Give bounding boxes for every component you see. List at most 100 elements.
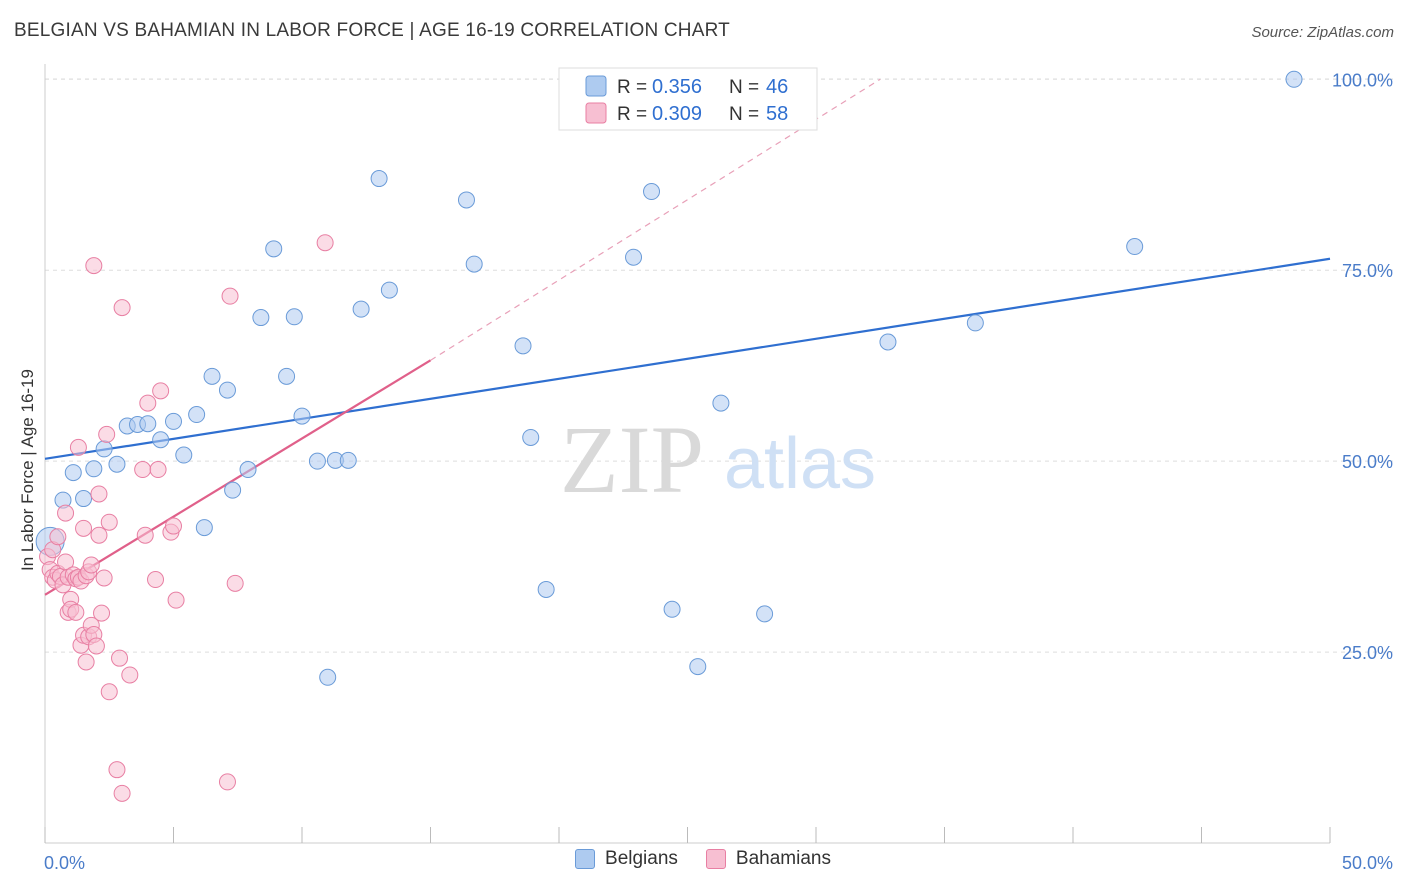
point-belgians-21 xyxy=(278,367,296,385)
point-belgians-9 xyxy=(139,415,157,433)
point-belgians-36 xyxy=(625,248,643,266)
point-belgians-17 xyxy=(224,481,242,499)
point-bahamians-43 xyxy=(113,299,131,317)
axes xyxy=(44,64,1331,844)
legend-item-bahamians[interactable]: Bahamians xyxy=(705,848,831,870)
legend-n-label-bahamians: N = xyxy=(729,104,759,125)
point-belgians-37 xyxy=(643,183,661,201)
watermark: ZIP atlas xyxy=(560,406,876,513)
data-points xyxy=(35,70,1303,802)
point-belgians-12 xyxy=(175,446,193,464)
point-belgians-31 xyxy=(457,191,475,209)
point-bahamians-5 xyxy=(49,528,67,546)
point-bahamians-53 xyxy=(167,591,185,609)
point-belgians-28 xyxy=(352,300,370,318)
point-belgians-38 xyxy=(663,600,681,618)
x-tick-label-1: 50.0% xyxy=(1342,853,1393,873)
gridlines xyxy=(45,78,1395,653)
point-bahamians-36 xyxy=(95,569,113,587)
point-belgians-42 xyxy=(879,333,897,351)
point-belgians-45 xyxy=(1285,70,1303,88)
legend-label-bahamians: Bahamians xyxy=(735,848,831,869)
legend-label-belgians: Belgians xyxy=(605,848,678,869)
point-bahamians-31 xyxy=(85,257,103,275)
point-bahamians-39 xyxy=(100,513,118,531)
point-bahamians-32 xyxy=(87,637,105,655)
point-belgians-40 xyxy=(712,394,730,412)
point-bahamians-46 xyxy=(136,526,154,544)
point-bahamians-24 xyxy=(77,653,95,671)
point-bahamians-18 xyxy=(69,438,87,456)
watermark-zip: ZIP xyxy=(560,406,704,513)
point-bahamians-56 xyxy=(218,773,236,791)
legend-swatch-bahamians xyxy=(585,102,607,124)
legend-n-label-belgians: N = xyxy=(729,77,759,98)
point-bahamians-50 xyxy=(152,382,170,400)
point-bahamians-38 xyxy=(100,683,118,701)
point-belgians-4 xyxy=(85,460,103,478)
point-bahamians-44 xyxy=(121,666,139,684)
point-belgians-20 xyxy=(265,240,283,258)
point-belgians-33 xyxy=(514,337,532,355)
point-belgians-24 xyxy=(308,452,326,470)
point-belgians-14 xyxy=(195,519,213,537)
point-belgians-15 xyxy=(203,367,221,385)
point-belgians-2 xyxy=(64,464,82,482)
point-belgians-3 xyxy=(75,490,93,508)
point-belgians-30 xyxy=(380,281,398,299)
point-bahamians-54 xyxy=(221,287,239,305)
x-tick-label-0: 0.0% xyxy=(44,853,85,873)
point-belgians-22 xyxy=(285,308,303,326)
point-belgians-10 xyxy=(152,431,170,449)
point-belgians-25 xyxy=(319,668,337,686)
legend-n-value-belgians: 46 xyxy=(766,76,788,98)
y-tick-label-0: 25.0% xyxy=(1342,643,1393,663)
point-bahamians-23 xyxy=(75,519,93,537)
trend-line-belgians xyxy=(44,257,1331,460)
point-belgians-27 xyxy=(339,451,357,469)
point-belgians-29 xyxy=(370,170,388,188)
watermark-atlas: atlas xyxy=(724,424,876,504)
trend-line-bahamians xyxy=(44,359,432,596)
point-bahamians-37 xyxy=(98,425,116,443)
point-bahamians-49 xyxy=(149,461,167,479)
point-bahamians-41 xyxy=(111,649,129,667)
point-bahamians-10 xyxy=(57,504,75,522)
y-tick-label-2: 75.0% xyxy=(1342,261,1393,281)
point-bahamians-42 xyxy=(113,784,131,802)
legend-r-value-bahamians: 0.309 xyxy=(652,103,702,125)
trend-lines xyxy=(44,78,1331,596)
y-tick-label-1: 50.0% xyxy=(1342,452,1393,472)
point-bahamians-57 xyxy=(316,234,334,252)
point-bahamians-47 xyxy=(139,394,157,412)
point-belgians-23 xyxy=(293,407,311,425)
legend-swatch-belgians-bottom xyxy=(575,849,596,869)
point-bahamians-33 xyxy=(90,485,108,503)
point-bahamians-55 xyxy=(226,574,244,592)
point-belgians-39 xyxy=(689,658,707,676)
point-belgians-41 xyxy=(756,605,774,623)
point-belgians-16 xyxy=(218,381,236,399)
point-bahamians-40 xyxy=(108,761,126,779)
point-belgians-43 xyxy=(966,314,984,332)
y-tick-label-3: 100.0% xyxy=(1332,70,1393,90)
point-bahamians-16 xyxy=(67,603,85,621)
point-bahamians-35 xyxy=(93,604,111,622)
stats-legend: R = 0.356 N = 46 R = 0.309 N = 58 xyxy=(558,67,818,131)
legend-r-label-bahamians: R = xyxy=(617,104,647,125)
point-belgians-11 xyxy=(165,412,182,430)
point-bahamians-45 xyxy=(134,461,152,479)
series-legend: Belgians Bahamians xyxy=(0,848,1406,870)
point-bahamians-34 xyxy=(90,526,108,544)
point-belgians-34 xyxy=(522,428,540,446)
source-attribution: Source: ZipAtlas.com xyxy=(1251,24,1394,41)
point-belgians-18 xyxy=(239,461,257,479)
point-belgians-32 xyxy=(465,255,483,273)
point-belgians-5 xyxy=(95,440,113,458)
point-belgians-19 xyxy=(252,309,270,327)
legend-item-belgians[interactable]: Belgians xyxy=(575,848,678,870)
tick-labels: 25.0% 50.0% 75.0% 100.0% 0.0% 50.0% xyxy=(44,70,1393,873)
point-belgians-13 xyxy=(188,406,206,424)
point-bahamians-28 xyxy=(82,556,100,574)
point-bahamians-48 xyxy=(147,571,165,589)
